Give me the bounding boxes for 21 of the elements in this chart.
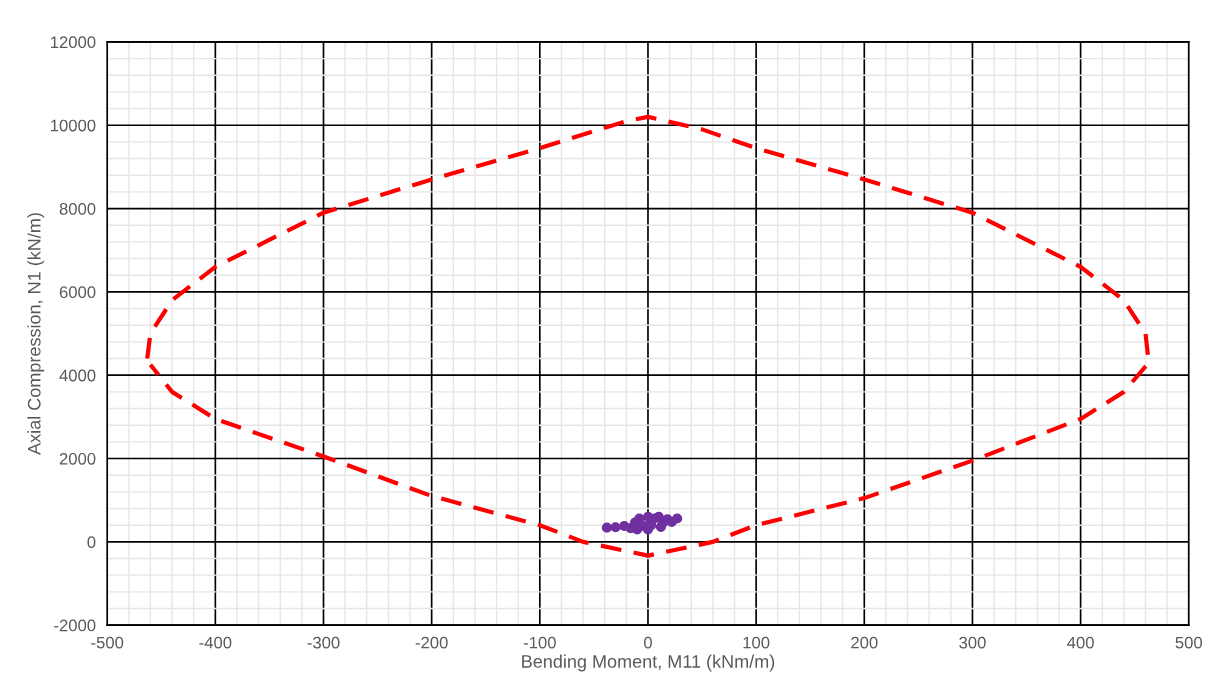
x-tick-label: -500 [91,636,124,649]
y-tick-label: 10000 [51,119,96,132]
x-tick-label: 500 [1175,636,1203,649]
x-tick-label: 200 [851,636,878,649]
x-tick-label: 0 [643,636,652,649]
x-tick-label: 100 [743,636,770,649]
x-tick-label: -400 [199,636,232,649]
x-axis-title: Bending Moment, M11 (kNm/m) [522,654,775,672]
x-tick-label: -100 [523,636,556,649]
y-tick-label: 4000 [59,369,96,382]
x-tick-label: -200 [415,636,448,649]
x-tick-label: -300 [307,636,340,649]
y-tick-label: 8000 [59,202,96,215]
x-tick-label: 300 [959,636,986,649]
y-tick-label: 12000 [51,36,96,49]
y-axis-title: Axial Compression, N1 (kN/m) [27,213,45,455]
y-tick-label: 2000 [59,452,96,465]
y-tick-label: 0 [87,536,96,549]
x-tick-label: 400 [1067,636,1094,649]
y-tick-label: -2000 [54,619,96,632]
y-tick-label: 6000 [59,286,96,299]
